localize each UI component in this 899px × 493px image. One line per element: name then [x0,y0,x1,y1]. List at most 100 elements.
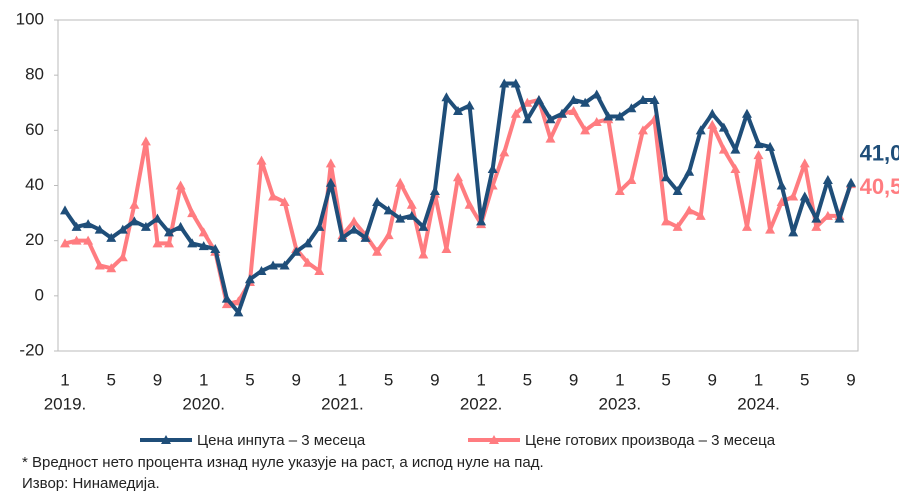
marker [718,144,729,154]
marker [395,177,406,187]
x-tick-label: 5 [661,370,670,389]
x-tick-label: 9 [291,370,300,389]
marker [244,274,255,284]
marker [106,263,117,273]
y-tick-label: 100 [16,9,44,28]
marker [198,241,209,251]
x-tick-label: 9 [153,370,162,389]
year-label: 2020. [182,394,225,413]
marker [94,224,105,234]
marker [314,221,325,231]
marker [580,125,591,135]
marker [233,307,244,317]
marker [71,235,82,245]
marker [591,89,602,99]
marker [614,111,625,121]
marker [106,232,117,242]
marker [741,221,752,231]
y-tick-label: 20 [25,230,44,249]
marker [799,158,810,168]
marker [510,78,521,88]
marker [325,177,336,187]
source: Извор: Нинамедија. [22,475,160,492]
marker [510,108,521,118]
marker [545,133,556,143]
marker [765,224,776,234]
marker [348,224,359,234]
marker [557,108,568,118]
marker [753,150,764,160]
marker [533,94,544,104]
y-tick-label: 80 [25,65,44,84]
legend-label: Цене готових производа – 3 месеца [525,432,776,449]
x-tick-label: 1 [754,370,763,389]
marker [695,210,706,220]
marker [811,213,822,223]
marker [279,197,290,207]
x-tick-label: 9 [708,370,717,389]
marker [187,208,198,218]
marker [164,227,175,237]
note: * Вредност нето процента изнад нуле указ… [22,454,544,471]
marker [672,186,683,196]
marker [453,106,463,116]
marker [453,172,463,182]
marker [117,252,128,262]
marker [152,238,163,248]
marker [175,180,186,190]
marker [164,238,175,248]
legend-label: Цена инпута – 3 месеца [197,432,366,449]
marker [476,216,487,226]
marker [707,119,718,129]
series-line [63,81,853,315]
marker [822,210,833,220]
legend-marker [161,435,171,444]
marker [406,210,417,220]
y-tick-label: 40 [25,175,44,194]
marker [383,205,394,215]
marker [568,94,579,104]
marker [776,180,787,190]
series-line [64,97,853,307]
x-tick-label: 1 [615,370,624,389]
marker [741,108,752,118]
marker [348,216,359,226]
marker [753,139,764,149]
marker [360,232,371,242]
y-tick-label: 60 [25,120,44,139]
year-label: 2023. [599,394,642,413]
y-tick-label: -20 [19,340,44,359]
value-label: 40,5 [860,174,899,199]
marker [198,227,209,237]
marker [429,186,440,196]
marker [499,78,510,88]
year-label: 2024. [737,394,780,413]
marker [788,191,799,201]
marker [603,111,614,121]
marker [661,172,672,182]
marker [268,260,279,270]
marker [337,232,348,242]
marker [545,114,556,124]
x-tick-label: 1 [476,370,485,389]
marker [730,163,741,173]
marker [325,158,336,168]
marker [372,246,383,256]
marker [649,94,660,104]
marker [140,136,151,146]
marker [406,199,417,209]
marker [499,147,510,157]
year-label: 2019. [44,394,87,413]
marker [626,174,637,184]
marker [626,103,637,113]
x-tick-label: 5 [523,370,532,389]
x-tick-label: 1 [60,370,69,389]
x-tick-label: 5 [384,370,393,389]
marker [129,199,140,209]
marker [372,197,383,207]
marker [464,199,475,209]
marker [71,221,82,231]
marker [418,249,429,259]
year-label: 2021. [321,394,364,413]
